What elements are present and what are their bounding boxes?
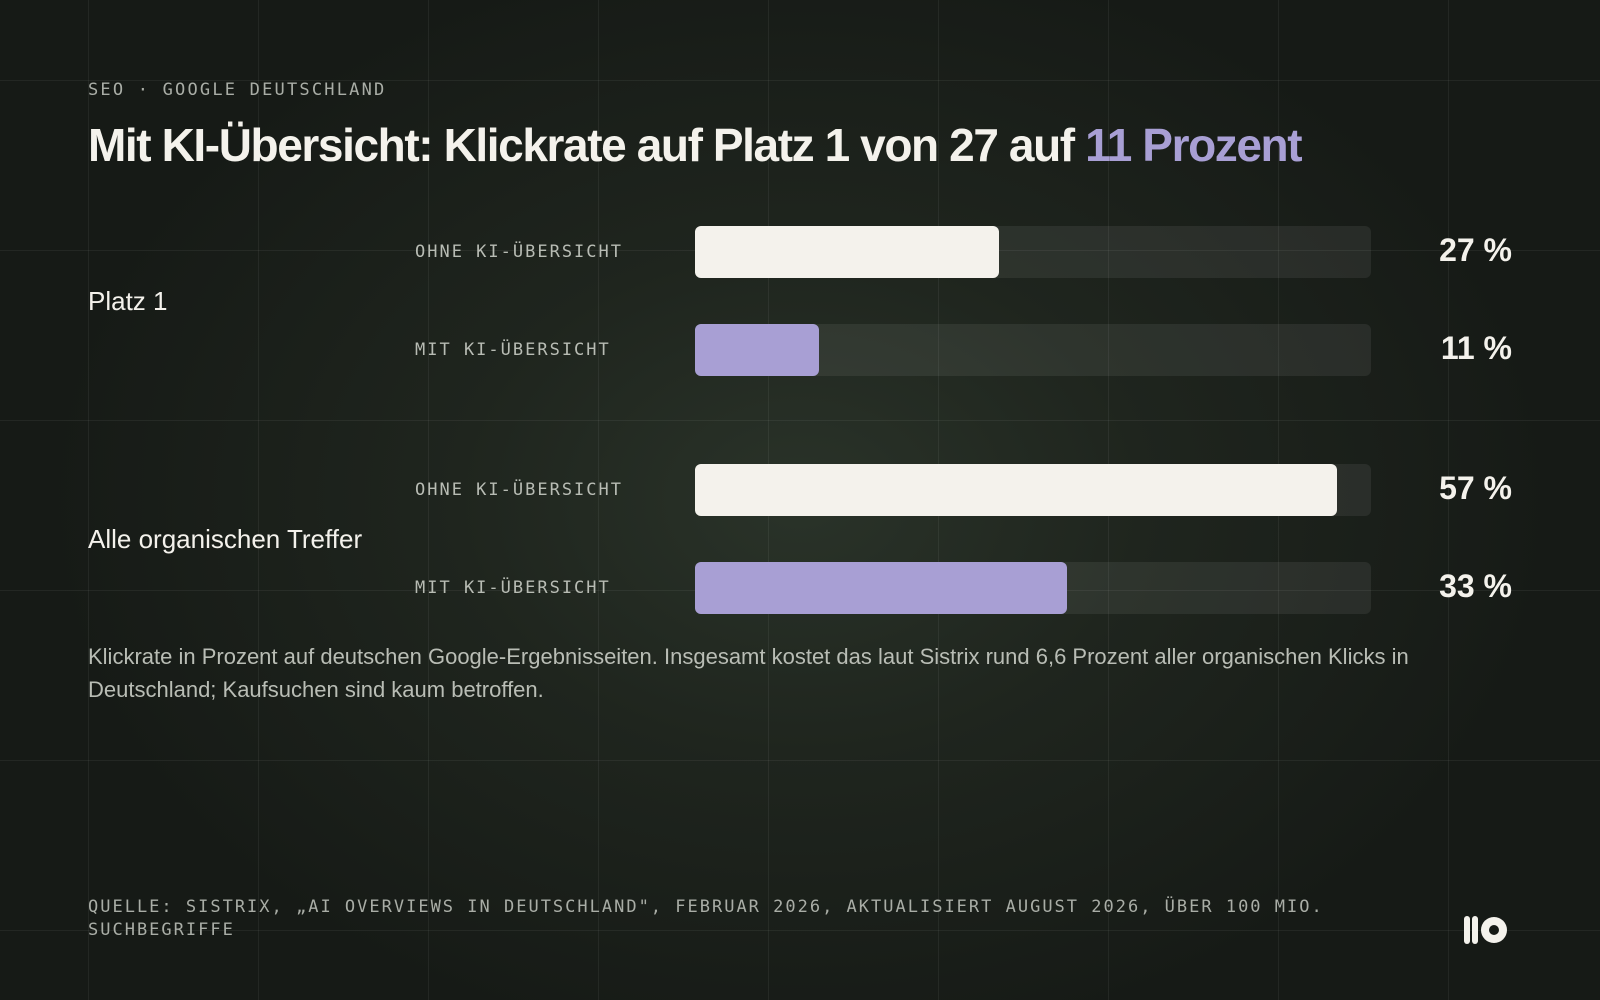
value-label: 57 % <box>1439 470 1512 506</box>
brand-logo-icon <box>1464 916 1507 944</box>
bar-track <box>695 226 1371 278</box>
bar-track <box>695 324 1371 376</box>
value-label: 27 % <box>1439 232 1512 268</box>
value-label: 33 % <box>1439 568 1512 604</box>
bar-alle-mit <box>695 562 1067 614</box>
bar-track <box>695 562 1371 614</box>
kicker: SEO · GOOGLE DEUTSCHLAND <box>88 80 387 100</box>
grid-line <box>1448 0 1449 1000</box>
grid-line <box>0 80 1600 81</box>
group-label-alle-treffer: Alle organischen Treffer <box>88 524 363 554</box>
series-label: OHNE KI-ÜBERSICHT <box>415 480 623 500</box>
series-label: OHNE KI-ÜBERSICHT <box>415 242 623 262</box>
chart-note: Klickrate in Prozent auf deutschen Googl… <box>88 644 1409 702</box>
bar-alle-ohne <box>695 464 1338 516</box>
grid-line <box>0 760 1600 761</box>
series-label: MIT KI-ÜBERSICHT <box>415 578 611 598</box>
source-line: QUELLE: SISTRIX, „AI OVERVIEWS IN DEUTSC… <box>88 897 1324 940</box>
bar-track <box>695 464 1371 516</box>
title-main: Mit KI-Übersicht: Klickrate auf Platz 1 … <box>88 119 1075 171</box>
grid-line <box>0 930 1600 931</box>
grid-line <box>598 0 599 1000</box>
bar-platz1-ohne <box>695 226 1000 278</box>
bar-platz1-mit <box>695 324 819 376</box>
grid-line <box>258 0 259 1000</box>
chart-title: Mit KI-Übersicht: Klickrate auf Platz 1 … <box>88 118 1303 172</box>
grid-line <box>428 0 429 1000</box>
series-label: MIT KI-ÜBERSICHT <box>415 340 611 360</box>
group-label-platz-1: Platz 1 <box>88 286 168 316</box>
grid-line <box>88 0 89 1000</box>
title-accent: 11 Prozent <box>1085 119 1302 171</box>
value-label: 11 % <box>1440 330 1512 366</box>
grid-line <box>0 420 1600 421</box>
